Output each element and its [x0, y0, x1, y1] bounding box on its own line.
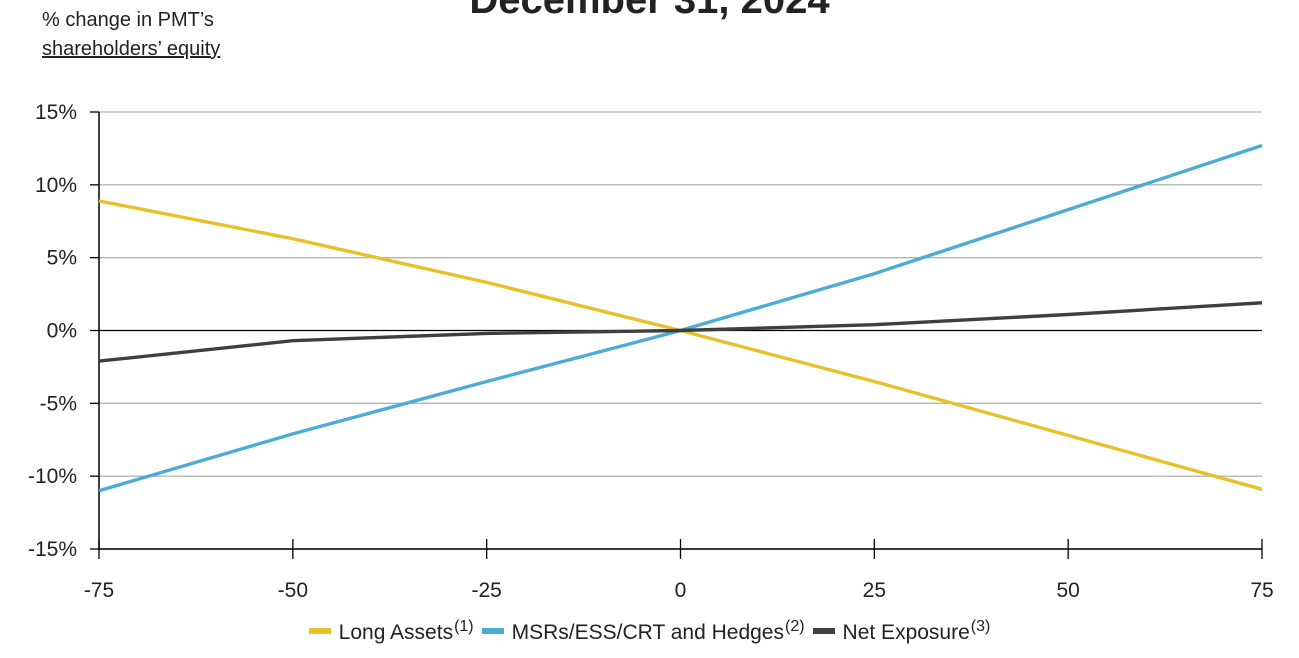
x-tick-label: 75: [1250, 579, 1273, 602]
y-axis-label: % change in PMT’s shareholders’ equity: [42, 6, 220, 64]
legend-footnote: (3): [970, 618, 991, 635]
x-tick-label: 0: [675, 579, 687, 602]
y-tick-label: 10%: [35, 174, 77, 197]
y-axis-label-line2: shareholders’ equity: [42, 38, 221, 60]
page-title: December 31, 2024: [469, 0, 830, 22]
y-tick-label: -5%: [40, 392, 77, 415]
y-tick-label: 15%: [35, 101, 77, 124]
legend-footnote: (2): [784, 618, 805, 635]
legend-swatch: [481, 628, 504, 635]
axes: [90, 111, 1263, 559]
x-tick-label: -50: [278, 579, 308, 602]
series-line-2: [98, 301, 1263, 363]
y-tick-label: 5%: [47, 247, 77, 270]
legend-item: Long Assets(1): [308, 618, 474, 645]
y-axis-label-line1: % change in PMT’s: [42, 9, 214, 31]
legend-label: Net Exposure: [842, 621, 970, 644]
legend-label: Long Assets: [338, 621, 454, 644]
y-tick-label: 0%: [47, 320, 77, 343]
legend-swatch: [308, 628, 331, 635]
legend-swatch: [812, 628, 835, 635]
series-lines: [98, 143, 1263, 493]
x-tick-label: -75: [84, 579, 114, 602]
legend-label: MSRs/ESS/CRT and Hedges: [511, 621, 784, 644]
x-tick-label: -25: [471, 579, 501, 602]
legend-item: MSRs/ESS/CRT and Hedges(2): [481, 618, 805, 645]
y-tick-label: -15%: [28, 538, 77, 561]
y-tick-labels: 15% 10% 5% 0% -5% -10% -15%: [28, 101, 77, 561]
legend-footnote: (1): [454, 618, 474, 635]
x-tick-labels: -75 -50 -25 0 25 50 75: [84, 579, 1274, 602]
x-tick-label: 50: [1056, 579, 1079, 602]
x-tick-label: 25: [863, 579, 886, 602]
legend: Long Assets(1) MSRs/ESS/CRT and Hedges(2)…: [0, 618, 1299, 645]
series-line-1: [98, 143, 1263, 493]
y-tick-label: -10%: [28, 465, 77, 488]
series-line-0: [98, 199, 1263, 491]
legend-item: Net Exposure(3): [812, 618, 991, 645]
